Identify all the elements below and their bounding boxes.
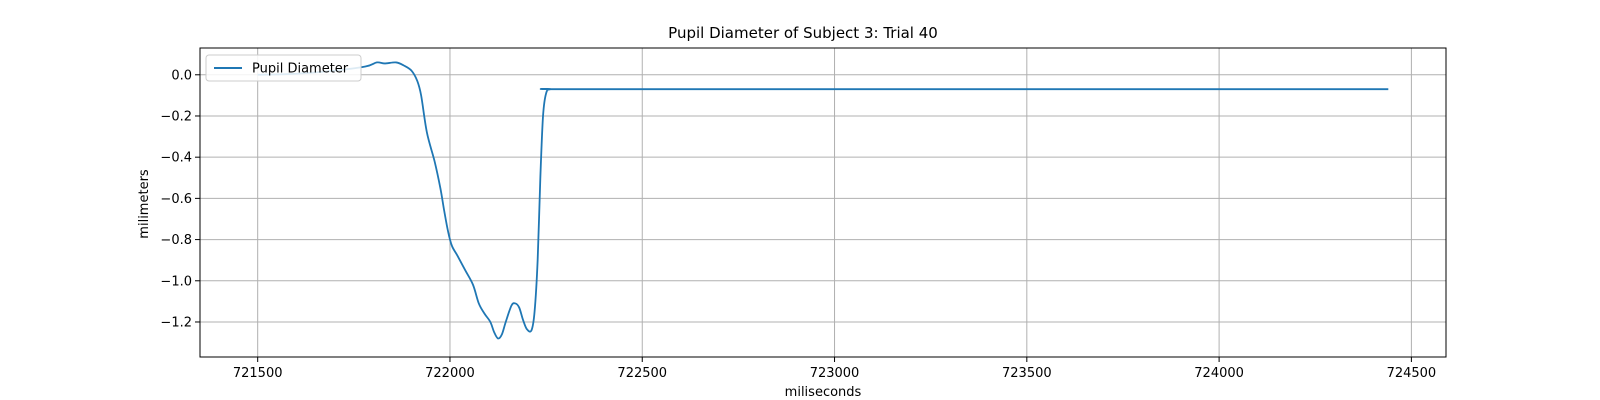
x-tick-label: 722000: [425, 366, 475, 381]
legend: Pupil Diameter: [205, 54, 362, 82]
x-axis: 721500 722000 722500 723000 723500 724000 7245…: [233, 357, 1436, 381]
y-tick-label: 0.0: [171, 68, 192, 83]
y-tick-label: −0.6: [160, 192, 192, 207]
y-tick-label: −0.8: [160, 233, 192, 248]
series-line-pupil-diameter: [257, 61, 1389, 340]
chart-title: Pupil Diameter of Subject 3: Trial 40: [668, 24, 938, 42]
y-tick-label: −0.2: [160, 109, 192, 124]
x-tick-label: 722500: [617, 366, 667, 381]
y-tick-label: −1.0: [160, 274, 192, 289]
legend-box: [205, 54, 362, 82]
y-tick-label: −0.4: [160, 151, 192, 166]
x-axis-label: miliseconds: [785, 385, 862, 400]
series-layer: [257, 61, 1389, 340]
y-tick-label: −1.2: [160, 315, 192, 330]
grid: [200, 48, 1446, 357]
x-tick-label: 724000: [1194, 366, 1244, 381]
x-tick-label: 721500: [233, 366, 283, 381]
x-tick-label: 723500: [1002, 366, 1052, 381]
x-tick-label: 724500: [1387, 366, 1437, 381]
y-axis: 0.0 −0.2 −0.4 −0.6 −0.8 −1.0 −1.2: [160, 68, 200, 330]
legend-label: Pupil Diameter: [252, 62, 349, 77]
plot-frame: [199, 47, 1447, 358]
x-tick-label: 723000: [810, 366, 860, 381]
y-axis-label: milimeters: [137, 169, 152, 239]
